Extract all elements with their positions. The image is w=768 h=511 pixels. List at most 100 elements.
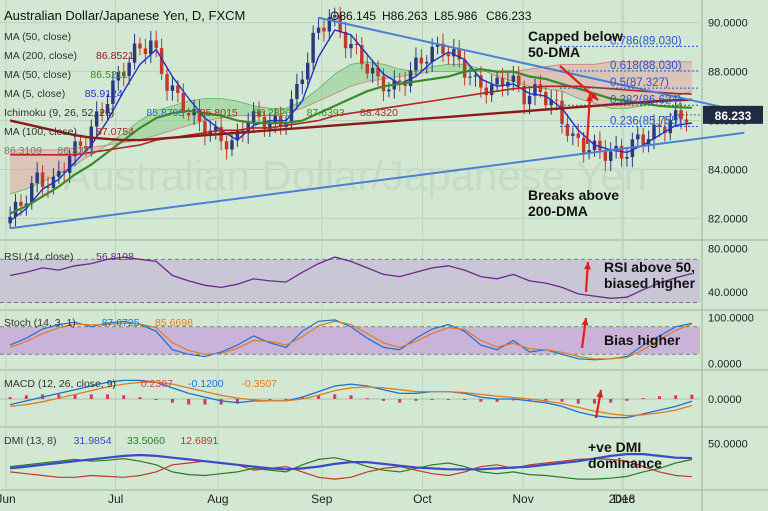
macd-histogram-bar (300, 397, 304, 399)
candle-body (311, 32, 315, 63)
rsi-y-tick: 80.0000 (708, 243, 748, 255)
candle-body (608, 151, 613, 161)
candle-body (397, 80, 402, 82)
candle-body (268, 122, 272, 129)
legends: Australian Dollar/Japanese Yen, D, FXCM O… (4, 8, 532, 447)
candle-body (181, 92, 185, 114)
ichimoku-cloud-segment (318, 74, 335, 101)
last-price-box (703, 105, 763, 124)
ichimoku-cloud-segment (367, 61, 384, 82)
stoch-y-tick: 0.0000 (708, 358, 742, 370)
annotation-dmi: +ve DMI (588, 439, 641, 455)
macd-histogram-bar (187, 399, 191, 405)
macd-histogram-bar (106, 394, 110, 399)
candle-body (565, 123, 570, 136)
candle-body (430, 46, 434, 62)
candle-body (370, 67, 375, 74)
main-legend-row-value: 86.8521 (96, 50, 134, 62)
ichimoku-cloud-segment (10, 149, 27, 194)
main-legend-row: MA (100, close) 87.0754 (4, 126, 134, 138)
candle-body (441, 43, 445, 54)
arrow-macd-head (596, 390, 604, 398)
candle-body (527, 95, 532, 105)
main-legend-row-value: 88.4320 (360, 107, 398, 119)
y-tick-label: 82.0000 (708, 213, 748, 225)
price-panel[interactable]: 0.786(89.030) 0.618(88.030) 0.5(87.327) 0.3… (8, 6, 745, 230)
ichimoku-cloud-segment (75, 147, 92, 165)
macd-histogram-bar (690, 394, 694, 399)
candle-body (273, 115, 277, 123)
arrow-breaks-head (586, 94, 594, 102)
macd-histogram-bar (544, 399, 548, 401)
candle-body (327, 17, 332, 32)
x-tick-label: Dec (613, 492, 634, 506)
candle-body (40, 172, 45, 187)
candle-body (446, 53, 451, 57)
rsi-panel[interactable] (0, 256, 700, 303)
ichimoku-cloud-segment (139, 110, 157, 141)
watermark: Australian Dollar/Japanese Yen (63, 152, 647, 199)
stoch-legend-value: 85.6698 (155, 317, 193, 329)
candle-body (35, 172, 39, 184)
ichimoku-cloud-segment (42, 149, 59, 182)
dmi-panel[interactable] (9, 453, 693, 480)
macd-histogram-bar (73, 394, 77, 399)
x-tick-label: Oct (413, 492, 432, 506)
candle-body (349, 43, 353, 49)
macd-histogram-bar (154, 399, 158, 400)
candle-body (495, 77, 499, 85)
main-legend-row: MA (50, close) (4, 31, 71, 43)
candle-body (94, 111, 99, 127)
candle-body (549, 99, 553, 106)
candle-body (360, 45, 364, 64)
candle-body (138, 43, 142, 49)
arrow-rsi (584, 261, 591, 293)
x-tick-label: Aug (207, 492, 228, 506)
candle-body (19, 201, 23, 206)
ma-200-line (9, 98, 692, 142)
arrow-capped (559, 65, 599, 101)
candle-body (484, 87, 489, 96)
main-legend-row-label: Ichimoku (9, 26, 52, 26) (4, 107, 114, 119)
annotation-rsi: biased higher (604, 275, 696, 291)
main-legend-row: 86.3109 86.3321 (4, 145, 96, 157)
main-legend-row: MA (200, close) 86.8521 (4, 50, 134, 62)
macd-histogram-bar (641, 398, 645, 400)
candle-body (598, 140, 602, 151)
y-tick-label: 88.0000 (708, 67, 748, 79)
rsi-line (9, 256, 693, 299)
ichimoku-cloud-segment (675, 61, 692, 97)
candle-body (381, 76, 386, 92)
main-legend-row-value: 86.3321 (57, 145, 95, 157)
rsi-legend-value: 56.8198 (96, 251, 134, 263)
macd-histogram-bar (625, 399, 629, 401)
x-tick-label: Nov (512, 492, 533, 506)
ichimoku-cloud-segment (497, 71, 514, 82)
candle-body (322, 27, 326, 32)
candle-body (468, 76, 472, 78)
candle-body (251, 111, 256, 123)
candle-body (343, 31, 348, 49)
main-legend-row-value: 87.0754 (96, 126, 134, 138)
macd-histogram-bar (284, 399, 288, 400)
ichimoku-cloud-segment (626, 61, 644, 109)
macd-histogram-bar (446, 399, 450, 400)
stoch-d-line (9, 320, 693, 360)
candle-body (224, 141, 229, 150)
main-legend-row-label: MA (100, close) (4, 126, 77, 138)
macd-histogram-bar (592, 399, 596, 404)
candle-body (208, 130, 213, 136)
y-tick-label: 90.0000 (708, 18, 748, 30)
macd-panel[interactable] (0, 379, 700, 419)
candle-body (625, 157, 629, 159)
candle-body (295, 83, 299, 99)
main-legend-row: Ichimoku (9, 26, 52, 26) 85.8795 85.8015 86… (4, 107, 398, 119)
macd-histogram-bar (657, 396, 661, 399)
macd-line (9, 379, 693, 419)
macd-histogram-bar (463, 399, 467, 400)
macd-histogram-bar (138, 397, 142, 399)
macd-histogram-bar (268, 399, 272, 400)
candle-body (679, 110, 683, 120)
ichimoku-cloud-segment (156, 105, 173, 136)
